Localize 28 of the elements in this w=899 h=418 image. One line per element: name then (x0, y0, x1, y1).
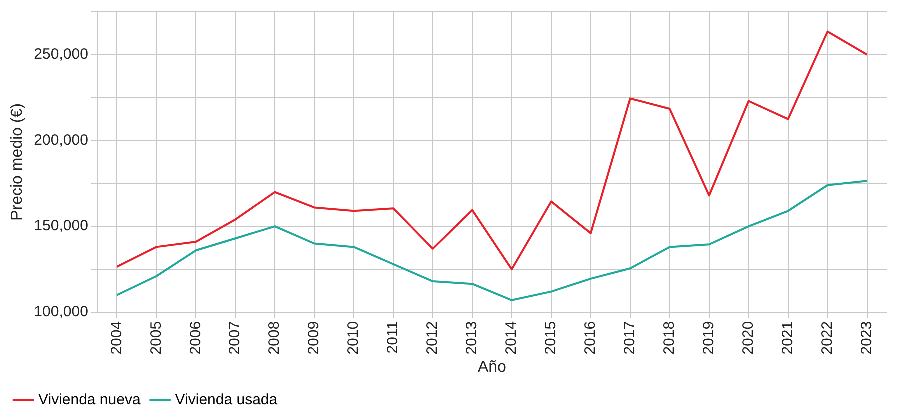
x-tick-label: 2006 (187, 321, 204, 355)
x-tick-label: 2022 (818, 321, 836, 355)
x-tick-label: 2017 (622, 321, 639, 355)
y-tick-label: 250,000 (34, 46, 88, 64)
legend-label: Vivienda usada (175, 392, 278, 409)
y-tick-label: 200,000 (34, 132, 88, 149)
x-tick-label: 2004 (108, 321, 126, 355)
y-tick-label: 150,000 (34, 218, 88, 235)
x-tick-label: 2021 (779, 321, 796, 355)
x-tick-label: 2007 (226, 321, 244, 355)
x-tick-label: 2011 (384, 321, 402, 354)
x-tick-label: 2014 (503, 321, 520, 355)
x-tick-label: 2005 (148, 321, 165, 355)
x-tick-label: 2019 (700, 321, 718, 355)
x-tick-label: 2012 (424, 321, 442, 355)
x-tick-label: 2013 (464, 321, 481, 355)
x-tick-label: 2020 (740, 321, 757, 355)
x-tick-label: 2023 (858, 321, 876, 355)
x-tick-label: 2016 (582, 321, 600, 355)
x-tick-label: 2018 (661, 321, 678, 355)
x-tick-label: 2015 (542, 321, 560, 355)
x-tick-label: 2008 (266, 321, 284, 355)
y-tick-label: 100,000 (34, 304, 88, 321)
x-tick-label: 2010 (345, 321, 362, 355)
y-axis-title: Precio medio (€) (9, 104, 26, 221)
legend-label: Vivienda nueva (38, 392, 142, 409)
x-tick-label: 2009 (306, 321, 323, 355)
x-axis-title: Año (478, 358, 507, 376)
